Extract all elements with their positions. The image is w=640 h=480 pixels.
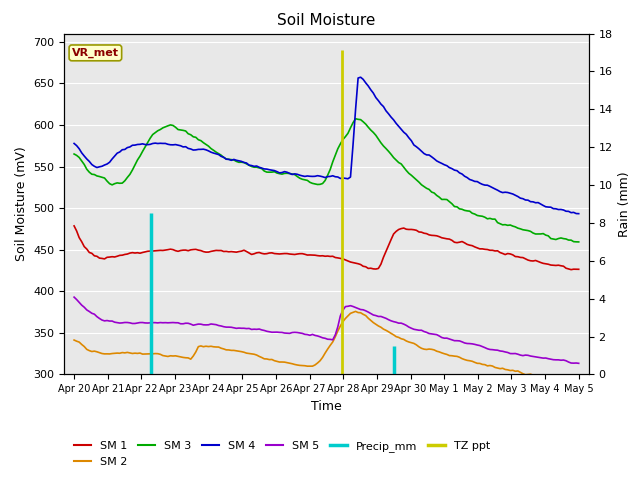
Line: SM 4: SM 4	[74, 77, 579, 214]
SM 5	[532, 354, 540, 360]
SM 2	[575, 378, 582, 384]
SM 2	[164, 354, 172, 360]
Y-axis label: Rain (mm): Rain (mm)	[618, 171, 631, 237]
SM 1	[567, 267, 575, 273]
SM 2	[534, 373, 542, 379]
Text: VR_met: VR_met	[72, 48, 119, 58]
X-axis label: Time: Time	[311, 400, 342, 413]
SM 1	[575, 266, 582, 272]
Title: Soil Moisture: Soil Moisture	[277, 13, 376, 28]
SM 4	[70, 141, 78, 146]
SM 3	[164, 123, 172, 129]
SM 3	[205, 143, 212, 149]
SM 2	[90, 348, 98, 354]
SM 3	[575, 239, 582, 245]
SM 3	[552, 237, 560, 242]
SM 5	[70, 294, 78, 300]
SM 5	[575, 360, 582, 366]
SM 5	[550, 357, 557, 362]
SM 5	[100, 318, 108, 324]
SM 4	[534, 200, 542, 205]
SM 3	[534, 231, 542, 237]
SM 3	[90, 172, 98, 178]
SM 4	[90, 163, 98, 169]
Y-axis label: Soil Moisture (mV): Soil Moisture (mV)	[15, 146, 28, 262]
SM 2	[205, 344, 212, 349]
Line: SM 1: SM 1	[74, 226, 579, 270]
SM 1	[550, 263, 557, 268]
SM 2	[100, 351, 108, 357]
SM 4	[205, 148, 212, 154]
SM 2	[70, 337, 78, 343]
SM 3	[352, 116, 360, 121]
Line: SM 2: SM 2	[74, 312, 579, 382]
Legend: SM 1, SM 2, SM 3, SM 4, SM 5, Precip_mm, TZ ppt: SM 1, SM 2, SM 3, SM 4, SM 5, Precip_mm,…	[70, 437, 494, 471]
Line: SM 5: SM 5	[74, 297, 579, 363]
SM 5	[164, 320, 172, 326]
SM 4	[164, 142, 172, 147]
SM 1	[532, 258, 540, 264]
SM 5	[205, 322, 212, 328]
SM 5	[90, 312, 98, 317]
SM 2	[570, 379, 577, 384]
SM 1	[205, 249, 212, 255]
SM 3	[100, 175, 108, 181]
SM 4	[356, 74, 364, 80]
SM 1	[100, 256, 108, 262]
Line: SM 3: SM 3	[74, 119, 579, 242]
SM 1	[164, 247, 172, 252]
SM 4	[552, 206, 560, 212]
SM 2	[552, 376, 560, 382]
SM 3	[70, 151, 78, 157]
SM 1	[70, 223, 78, 229]
SM 4	[575, 211, 582, 216]
SM 4	[100, 162, 108, 168]
SM 2	[352, 309, 360, 314]
SM 1	[90, 253, 98, 259]
